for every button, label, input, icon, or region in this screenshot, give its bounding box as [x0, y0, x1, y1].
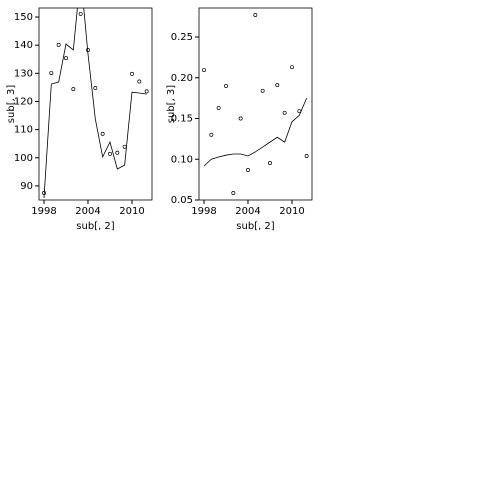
- x-tick-label: 2004: [75, 206, 100, 217]
- x-tick-label: 2010: [119, 206, 144, 217]
- y-tick-label: 0.05: [171, 195, 193, 206]
- y-axis-title: sub[, 3]: [6, 85, 17, 124]
- x-tick-label: 2004: [235, 206, 260, 217]
- y-tick-label: 150: [14, 12, 33, 23]
- point: [49, 71, 54, 75]
- point: [216, 105, 221, 110]
- y-tick-label: 130: [14, 68, 33, 79]
- point: [246, 168, 250, 172]
- point: [56, 42, 61, 47]
- point: [304, 154, 309, 158]
- y-tick-label: 140: [14, 40, 33, 51]
- point: [86, 47, 90, 52]
- fit-line: [43, 8, 147, 199]
- point: [297, 109, 302, 114]
- point: [282, 110, 287, 115]
- point: [290, 65, 294, 70]
- point: [275, 83, 280, 88]
- x-tick-label: 2010: [279, 206, 304, 217]
- point: [224, 83, 228, 88]
- point: [202, 68, 206, 72]
- point: [268, 161, 272, 165]
- point: [130, 71, 134, 76]
- x-axis-title: sub[, 2]: [236, 221, 275, 232]
- y-tick-label: 100: [14, 153, 33, 164]
- point: [93, 86, 98, 90]
- y-tick-label: 0.10: [171, 154, 193, 165]
- point: [253, 13, 258, 17]
- point: [115, 150, 120, 155]
- plot-area: [202, 13, 309, 195]
- x-tick-label: 1998: [31, 206, 56, 217]
- fit-line: [203, 97, 308, 167]
- y-tick-label: 0.15: [171, 114, 193, 125]
- point: [42, 191, 46, 195]
- y-axis-title: sub[, 3]: [166, 85, 177, 124]
- point: [137, 79, 142, 84]
- y-tick-label: 110: [14, 125, 33, 136]
- y-tick-label: 0.25: [171, 32, 193, 43]
- point: [64, 56, 68, 61]
- point: [260, 88, 265, 93]
- x-axis-title: sub[, 2]: [76, 221, 115, 232]
- y-tick-label: 90: [20, 181, 33, 192]
- point: [122, 144, 127, 149]
- point: [78, 11, 83, 16]
- plot-box: [198, 7, 313, 201]
- plot-area: [42, 8, 149, 199]
- y-tick-label: 0.20: [171, 73, 193, 84]
- point: [231, 191, 236, 195]
- x-tick-label: 1998: [191, 206, 216, 217]
- point: [100, 131, 105, 136]
- point: [209, 132, 214, 137]
- plot-box: [38, 7, 153, 201]
- point: [71, 87, 76, 92]
- y-tick-label: 120: [14, 96, 33, 107]
- point: [144, 89, 149, 94]
- point: [108, 151, 112, 156]
- point: [238, 116, 243, 121]
